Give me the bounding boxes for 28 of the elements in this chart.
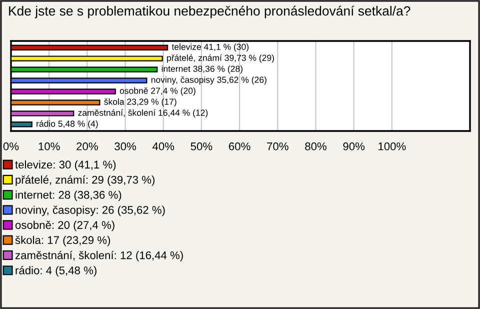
x-tick-label: 100%: [378, 142, 406, 150]
data-label: škola 23,29 % (17): [104, 98, 176, 107]
x-tick-label: 30%: [114, 142, 136, 150]
legend-label: internet: 28 (38,36 %): [16, 190, 122, 201]
x-tick-label: 80%: [305, 142, 326, 150]
x-tick-label: 40%: [152, 142, 174, 150]
chart-title: Kde jste se s problematikou nebezpečného pronásledování setkal/a?: [9, 6, 410, 18]
legend-label: škola: 17 (23,29 %): [15, 236, 110, 246]
data-label: rádio 5,48 % (4): [36, 120, 98, 129]
data-label: noviny, časopisy 35,62 % (26): [151, 76, 266, 85]
x-tick-label: 60%: [228, 142, 250, 150]
data-label: zaměstnání, školení 16,44 % (12): [78, 109, 208, 118]
legend-label: osobně: 20 (27,4 %): [15, 220, 114, 232]
data-label: osobně 27,4 % (20): [120, 87, 196, 96]
x-tick-label: 0%: [3, 142, 19, 150]
x-tick-label: 50%: [190, 142, 212, 150]
legend-label: přátelé, známí: 29 (39,73 %): [16, 175, 155, 186]
data-label: internet 38,36 % (28): [162, 65, 242, 74]
legend-label: televize: 30 (41,1 %): [15, 160, 116, 171]
legend-label: zaměstnání, školení: 12 (16,44 %): [15, 250, 183, 262]
x-tick-label: 20%: [76, 142, 98, 150]
data-label: televize 41,1 % (30): [172, 44, 249, 52]
legend-label: noviny, časopisy: 26 (35,62 %): [16, 206, 165, 216]
x-tick-label: 10%: [38, 142, 60, 150]
legend-label: rádio: 4 (5,48 %): [16, 266, 96, 277]
x-tick-label: 90%: [343, 142, 365, 150]
x-tick-label: 70%: [267, 142, 288, 150]
data-label: přátelé, známí 39,73 % (29): [167, 54, 274, 63]
